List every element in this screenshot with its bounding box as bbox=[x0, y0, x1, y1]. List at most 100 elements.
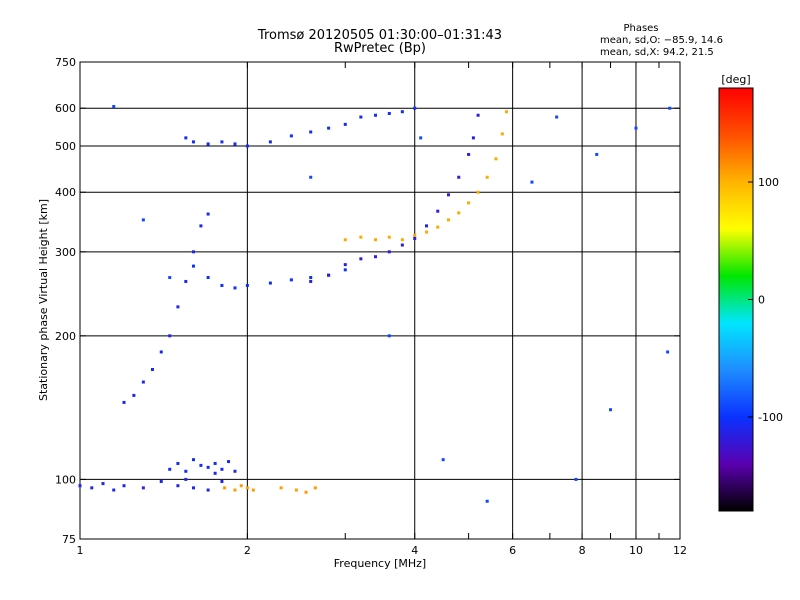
data-point bbox=[213, 461, 217, 465]
data-point bbox=[122, 484, 126, 488]
data-point bbox=[530, 180, 534, 184]
x-tick-label: 2 bbox=[244, 544, 251, 557]
data-point bbox=[141, 380, 145, 384]
data-point bbox=[485, 499, 489, 503]
data-point bbox=[425, 224, 429, 228]
data-point bbox=[279, 486, 283, 490]
series-o-mode-trace bbox=[309, 113, 480, 283]
data-point bbox=[239, 484, 243, 488]
plot-area bbox=[79, 61, 681, 540]
data-point bbox=[191, 250, 195, 254]
colorbar-tick-label: 0 bbox=[758, 294, 765, 307]
series-x-mode-trace bbox=[343, 110, 509, 242]
chart-title: Tromsø 20120505 01:30:00–01:31:43 bbox=[257, 28, 502, 43]
data-point bbox=[485, 175, 489, 179]
data-point bbox=[400, 238, 404, 242]
data-point bbox=[413, 106, 417, 110]
x-tick-label: 4 bbox=[411, 544, 418, 557]
y-tick-label: 750 bbox=[55, 56, 76, 69]
data-point bbox=[233, 142, 237, 146]
data-point bbox=[555, 115, 559, 119]
data-point bbox=[634, 126, 638, 130]
y-tick-label: 500 bbox=[55, 140, 76, 153]
data-point bbox=[122, 400, 126, 404]
data-point bbox=[359, 115, 363, 119]
data-point bbox=[199, 224, 203, 228]
x-tick-label: 10 bbox=[629, 544, 643, 557]
colorbar bbox=[718, 87, 754, 512]
data-point bbox=[199, 463, 203, 467]
data-point bbox=[327, 126, 331, 130]
data-point bbox=[168, 276, 172, 280]
data-point bbox=[191, 140, 195, 144]
data-point bbox=[233, 286, 237, 290]
data-point bbox=[387, 111, 391, 115]
y-tick-label: 600 bbox=[55, 102, 76, 115]
data-point bbox=[184, 469, 188, 473]
data-point bbox=[574, 477, 578, 481]
x-tick-label: 1 bbox=[77, 544, 84, 557]
data-point bbox=[471, 136, 475, 140]
data-point bbox=[101, 482, 105, 486]
series-e-layer-upper-blob bbox=[168, 458, 237, 473]
data-point bbox=[233, 488, 237, 492]
data-point bbox=[206, 142, 210, 146]
data-point bbox=[294, 488, 298, 492]
data-point bbox=[223, 486, 227, 490]
data-point bbox=[206, 276, 210, 280]
data-point bbox=[220, 283, 224, 287]
x-tick-label: 8 bbox=[579, 544, 586, 557]
data-point bbox=[441, 458, 445, 462]
data-point bbox=[112, 488, 116, 492]
data-point bbox=[309, 276, 313, 280]
data-point bbox=[313, 486, 317, 490]
data-point bbox=[467, 201, 471, 205]
data-point bbox=[220, 140, 224, 144]
data-point bbox=[309, 279, 313, 283]
stats-o-mode: mean, sd,O: −85.9, 14.6 bbox=[600, 35, 723, 46]
data-point bbox=[595, 152, 599, 156]
data-point bbox=[176, 484, 180, 488]
data-point bbox=[494, 157, 498, 161]
y-tick-label: 400 bbox=[55, 186, 76, 199]
y-tick-label: 75 bbox=[62, 533, 76, 546]
data-point bbox=[159, 479, 163, 483]
grid-lines bbox=[80, 62, 680, 539]
data-point bbox=[425, 230, 429, 234]
data-point bbox=[141, 218, 145, 222]
data-point bbox=[220, 479, 224, 483]
data-point bbox=[206, 465, 210, 469]
data-point bbox=[387, 250, 391, 254]
data-point bbox=[206, 488, 210, 492]
data-point bbox=[268, 281, 272, 285]
data-point bbox=[191, 486, 195, 490]
colorbar-label: [deg] bbox=[721, 73, 750, 86]
data-point bbox=[90, 486, 94, 490]
data-point bbox=[268, 140, 272, 144]
x-axis-label: Frequency [MHz] bbox=[334, 557, 426, 570]
data-point bbox=[304, 490, 308, 494]
colorbar-tick-label: -100 bbox=[758, 411, 783, 424]
data-point bbox=[176, 305, 180, 309]
data-point bbox=[327, 273, 331, 277]
data-point bbox=[168, 334, 172, 338]
data-point bbox=[457, 175, 461, 179]
data-point bbox=[141, 486, 145, 490]
colorbar-tick-label: 100 bbox=[758, 176, 779, 189]
x-tick-labels: 1 2 4 6 8 10 12 bbox=[77, 544, 688, 557]
data-point bbox=[609, 408, 613, 412]
data-points bbox=[78, 105, 672, 503]
x-tick-label: 12 bbox=[673, 544, 687, 557]
data-point bbox=[132, 393, 136, 397]
series-scattered-points bbox=[112, 105, 672, 503]
data-point bbox=[387, 235, 391, 239]
data-point bbox=[150, 367, 154, 371]
data-point bbox=[413, 233, 417, 237]
data-point bbox=[505, 110, 509, 114]
data-point bbox=[359, 235, 363, 239]
data-point bbox=[289, 134, 293, 138]
series-e-layer-trace bbox=[78, 471, 224, 492]
data-point bbox=[666, 350, 670, 354]
y-tick-labels: 75 100 200 300 400 500 600 750 bbox=[55, 56, 76, 546]
data-point bbox=[446, 193, 450, 197]
